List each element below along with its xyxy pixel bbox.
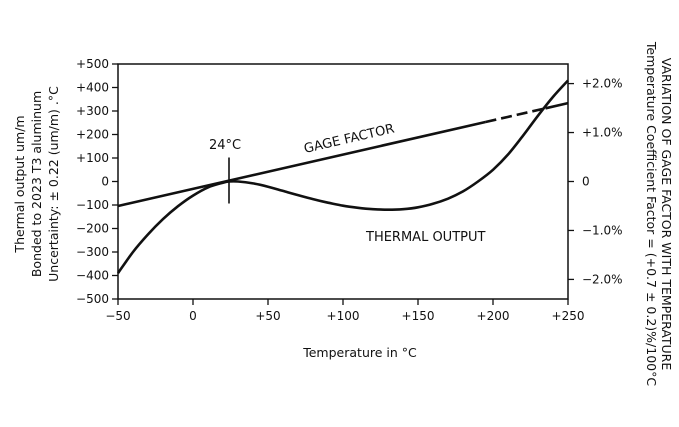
axis-ticks: −50 0 +50 +100 +150 +200 +250+500+400+300+200+… [76,57,623,323]
y-left-tick-label: −400 [76,269,109,283]
y-axis-label-right-1: Temperature Coefficient Factor = (+0.7 ±… [644,41,659,386]
y-axis-label-left-1: Thermal output um/m [12,115,27,253]
y-right-tick-label: +1.0% [582,126,623,140]
y-left-tick-label: −300 [76,245,109,259]
y-left-tick-label: −500 [76,292,109,306]
plot-area-border [117,63,569,300]
thermal-output-curve [116,79,569,274]
y-left-tick-label: −100 [76,198,109,212]
x-tick-label: +50 [255,309,280,323]
x-axis-label: Temperature in °C [302,345,417,360]
y-left-tick-label: +200 [76,128,109,142]
x-tick-label: 0 [189,309,197,323]
y-left-tick-label: +300 [76,104,109,118]
y-left-tick-label: −200 [76,222,109,236]
x-tick-label: +100 [327,309,360,323]
y-right-tick-label: −2.0% [582,272,623,286]
y-left-tick-label: +400 [76,81,109,95]
series-layer [116,79,569,274]
plot-frame [117,63,569,300]
y-left-tick-label: +500 [76,57,109,71]
y-left-tick-label: +100 [76,151,109,165]
y-axis-label-left-2: Bonded to 2023 T3 aluminum [29,91,44,277]
y-axis-label-left-3: Uncertainty: ± 0.22 (um/m) .°C [46,86,61,282]
gage-factor-label: GAGE FACTOR [303,121,396,156]
y-right-tick-label: 0 [582,175,590,189]
x-tick-label: −50 [105,309,130,323]
x-tick-label: +200 [477,309,510,323]
x-tick-label: +250 [552,309,585,323]
thermal-output-label: THERMAL OUTPUT [365,230,485,245]
y-right-tick-label: −1.0% [582,223,623,237]
gage-factor-line-dashed [485,107,546,124]
y-axis-label-right-2: VARIATION OF GAGE FACTOR WITH TEMPERATUR… [659,58,674,371]
gage-factor-line [117,120,486,208]
reference-temperature-label: 24°C [209,138,241,153]
x-tick-label: +150 [402,309,435,323]
y-left-tick-label: 0 [101,175,109,189]
y-right-tick-label: +2.0% [582,77,623,91]
gage-factor-line-end [545,101,569,110]
